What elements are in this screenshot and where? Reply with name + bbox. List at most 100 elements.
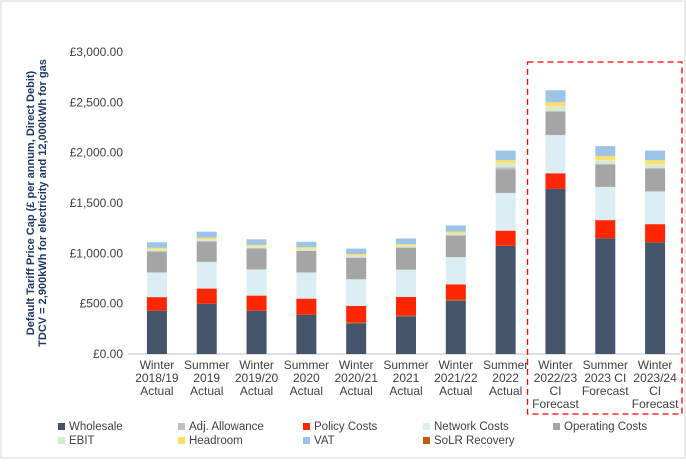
x-tick-label: Actual bbox=[240, 384, 273, 398]
bar-segment-solr-recovery bbox=[396, 315, 416, 317]
x-tick-label: 2021 bbox=[393, 371, 420, 385]
legend-label: SoLR Recovery bbox=[434, 435, 515, 447]
bar-segment-wholesale bbox=[495, 245, 516, 354]
bar-segment-vat bbox=[346, 248, 367, 255]
bar-segment-wholesale bbox=[545, 188, 566, 354]
bar-segment-operating-costs bbox=[545, 111, 566, 136]
bar-segment-headroom bbox=[146, 247, 167, 250]
y-tick-label: £1,500.00 bbox=[70, 196, 124, 210]
x-tick-label: Summer bbox=[184, 358, 229, 372]
bar-segment-network-costs bbox=[595, 186, 616, 221]
bar-segment-ebit bbox=[645, 164, 666, 169]
bar-segment-ebit bbox=[146, 249, 167, 252]
y-tick-label: £1,000.00 bbox=[70, 246, 124, 260]
bar-segment-headroom bbox=[196, 237, 217, 240]
bar-segment-ebit bbox=[495, 163, 516, 168]
bar-segment-operating-costs bbox=[346, 257, 367, 280]
y-axis-ticks: £0.00 £500.00 £1,000.00 £1,500.00 £2,000.00 £… bbox=[70, 45, 124, 361]
x-tick-label: CI bbox=[549, 384, 561, 398]
bar-segment-headroom bbox=[595, 156, 616, 161]
bar-segment-wholesale bbox=[346, 323, 367, 354]
bar-segment-wholesale bbox=[246, 310, 267, 354]
x-tick-label: Winter bbox=[638, 358, 673, 372]
legend-label: Wholesale bbox=[69, 421, 123, 433]
bar-segment-solr-recovery bbox=[346, 322, 367, 324]
x-tick-label: Summer bbox=[583, 358, 628, 372]
bar-segment-headroom bbox=[246, 244, 267, 247]
x-tick-label: 2020/21 bbox=[334, 371, 378, 385]
legend-label: Adj. Allowance bbox=[189, 421, 264, 433]
x-tick-label: Forecast bbox=[582, 384, 629, 398]
y-axis-title-line: Default Tariff Price Cap (£ per annum, D… bbox=[25, 70, 37, 335]
bar-segment-wholesale bbox=[645, 242, 666, 354]
x-tick-label: 2019 bbox=[193, 371, 220, 385]
bar-segment-vat bbox=[296, 241, 317, 248]
bar-segment-wholesale bbox=[146, 310, 167, 354]
bar-segment-operating-costs bbox=[246, 248, 267, 270]
bar-segment-policy-costs bbox=[346, 305, 367, 323]
bar-segment-ebit bbox=[346, 255, 367, 258]
bar-segment-network-costs bbox=[346, 279, 367, 306]
y-tick-label: £0.00 bbox=[93, 347, 123, 361]
bar-segment-wholesale bbox=[296, 314, 317, 354]
bar-segment-ebit bbox=[545, 106, 566, 112]
legend-swatch bbox=[303, 423, 310, 430]
bar-segment-network-costs bbox=[196, 261, 217, 289]
bar-segment-operating-costs bbox=[146, 251, 167, 273]
bar-segment-operating-costs bbox=[445, 235, 466, 258]
bar-segment-operating-costs bbox=[296, 250, 317, 273]
bar-segment-policy-costs bbox=[645, 224, 666, 243]
bar-segment-policy-costs bbox=[296, 298, 317, 315]
bar-segment-wholesale bbox=[445, 300, 466, 354]
x-tick-label: Summer bbox=[284, 358, 329, 372]
bar-segment-wholesale bbox=[595, 238, 616, 354]
bar-segment-vat bbox=[396, 238, 416, 245]
bar-segment-policy-costs bbox=[445, 284, 466, 300]
x-tick-label: Actual bbox=[190, 384, 223, 398]
x-tick-label: 2023 CI bbox=[584, 371, 626, 385]
bar-segment-policy-costs bbox=[196, 288, 217, 304]
bar-segment-wholesale bbox=[396, 316, 416, 354]
x-tick-label: Winter bbox=[140, 358, 175, 372]
bar-segment-network-costs bbox=[495, 192, 516, 231]
x-tick-label: 2019/20 bbox=[235, 371, 279, 385]
bar-segment-vat bbox=[445, 225, 466, 232]
legend-label: Operating Costs bbox=[564, 421, 647, 433]
bar-segment-headroom bbox=[495, 160, 516, 164]
bar-segment-vat bbox=[196, 231, 217, 238]
forecast-highlight-box bbox=[526, 61, 683, 415]
bar-segment-operating-costs bbox=[495, 169, 516, 193]
bar-segment-ebit bbox=[196, 239, 217, 242]
x-tick-label: Actual bbox=[389, 384, 422, 398]
legend-swatch bbox=[58, 423, 65, 430]
legend-label: VAT bbox=[314, 435, 335, 447]
x-tick-label: Summer bbox=[483, 358, 528, 372]
bar-segment-network-costs bbox=[146, 272, 167, 298]
y-tick-label: £2,500.00 bbox=[70, 95, 124, 109]
bar-segment-ebit bbox=[445, 232, 466, 236]
bar-segment-operating-costs bbox=[595, 164, 616, 187]
y-tick-label: £500.00 bbox=[80, 297, 124, 311]
legend-label: Headroom bbox=[189, 435, 243, 447]
y-tick-label: £3,000.00 bbox=[70, 45, 124, 59]
bar-segment-headroom bbox=[296, 247, 317, 249]
bar-segment-network-costs bbox=[296, 272, 317, 299]
x-tick-label: Summer bbox=[383, 358, 428, 372]
y-axis-title-line: TDCV = 2,900kWh for electricity and 12,0… bbox=[37, 59, 49, 347]
bar-segment-headroom bbox=[645, 160, 666, 165]
x-tick-label: 2021/22 bbox=[434, 371, 478, 385]
bar-segment-operating-costs bbox=[396, 247, 416, 270]
bar-segment-ebit bbox=[296, 248, 317, 251]
bar-segment-network-costs bbox=[445, 257, 466, 285]
x-tick-label: Winter bbox=[438, 358, 473, 372]
bar-segment-policy-costs bbox=[246, 295, 267, 311]
x-tick-label: Actual bbox=[439, 384, 472, 398]
bar-segment-vat bbox=[595, 146, 616, 157]
x-tick-label: 2018/19 bbox=[135, 371, 179, 385]
legend-swatch bbox=[178, 437, 185, 444]
bar-segment-network-costs bbox=[396, 269, 416, 297]
legend-label: Policy Costs bbox=[314, 421, 378, 433]
bar-segment-adj-allowance bbox=[495, 167, 516, 170]
